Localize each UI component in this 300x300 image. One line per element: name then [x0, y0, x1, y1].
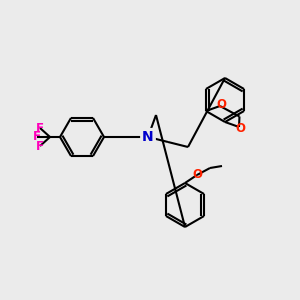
Text: F: F	[36, 122, 44, 134]
Text: O: O	[235, 122, 245, 134]
Text: F: F	[33, 130, 41, 143]
Text: F: F	[36, 140, 44, 152]
Text: O: O	[216, 98, 226, 112]
Text: N: N	[142, 130, 154, 144]
Text: O: O	[192, 169, 202, 182]
